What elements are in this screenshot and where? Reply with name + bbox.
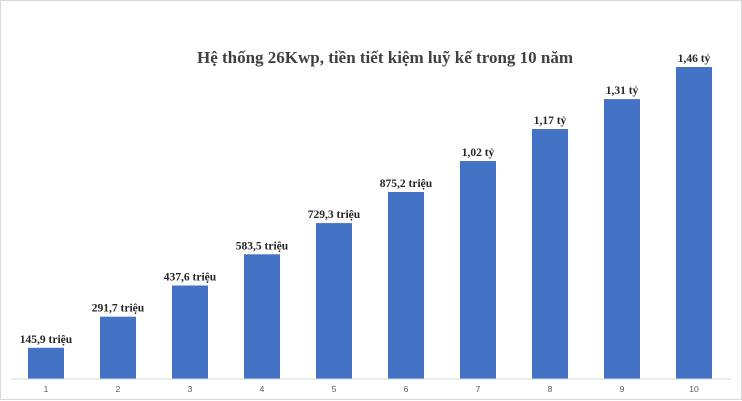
data-label-3: 437,6 triệu: [164, 272, 217, 284]
data-label-1: 145,9 triệu: [20, 334, 73, 346]
bar-6: [388, 192, 424, 379]
bar-1: [28, 347, 64, 379]
x-tick-label-9: 9: [620, 384, 625, 394]
data-label-7: 1,02 tỷ: [462, 147, 495, 159]
chart-title: Hệ thống 26Kwp, tiền tiết kiệm luỹ kế tr…: [197, 48, 573, 67]
x-tick-label-5: 5: [332, 384, 337, 394]
bar-3: [172, 285, 208, 379]
bar-4: [244, 254, 280, 379]
x-tick-label-1: 1: [44, 384, 49, 394]
x-tick-label-3: 3: [188, 384, 193, 394]
bar-8: [532, 129, 568, 379]
data-labels-group: 145,9 triệu 291,7 triệu 437,6 triệu 583,5 t…: [20, 53, 711, 346]
data-label-4: 583,5 triệu: [236, 240, 289, 252]
x-tick-label-8: 8: [548, 384, 553, 394]
data-label-6: 875,2 triệu: [380, 178, 433, 190]
x-tick-labels-group: 1 2 3 4 5 6 7 8 9 10: [44, 384, 699, 394]
x-tick-label-6: 6: [404, 384, 409, 394]
bar-2: [100, 316, 136, 379]
x-tick-label-7: 7: [476, 384, 481, 394]
bar-9: [604, 99, 640, 379]
x-tick-label-10: 10: [689, 384, 699, 394]
data-label-2: 291,7 triệu: [92, 303, 145, 315]
bar-10: [676, 67, 712, 379]
bar-7: [460, 161, 496, 379]
data-label-9: 1,31 tỷ: [606, 85, 639, 97]
data-label-8: 1,17 tỷ: [534, 115, 567, 127]
data-label-5: 729,3 triệu: [308, 209, 361, 221]
x-tick-label-4: 4: [260, 384, 265, 394]
x-tick-label-2: 2: [116, 384, 121, 394]
bar-5: [316, 223, 352, 379]
bars-group: [28, 67, 712, 379]
data-label-10: 1,46 tỷ: [678, 53, 711, 65]
